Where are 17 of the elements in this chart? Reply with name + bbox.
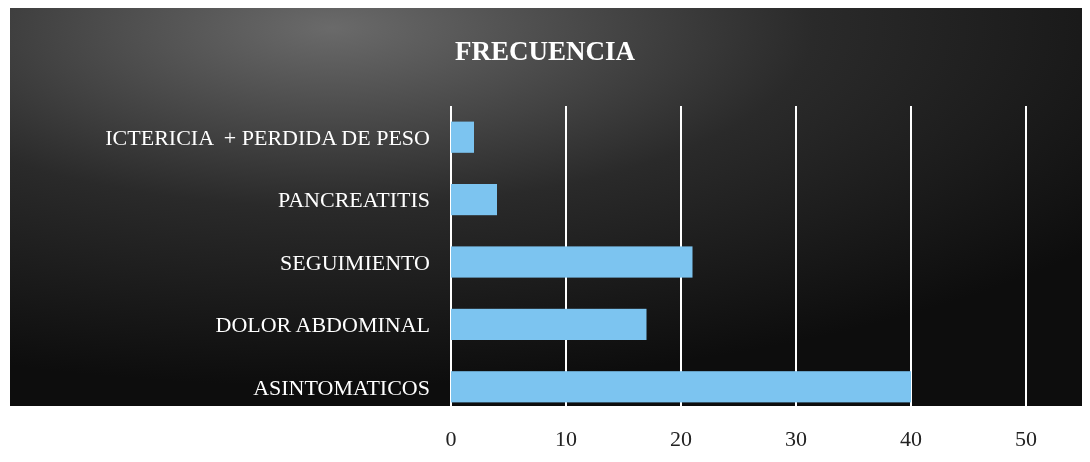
bar bbox=[451, 371, 911, 403]
bar bbox=[451, 184, 497, 216]
bar bbox=[451, 308, 647, 340]
x-tick-label: 20 bbox=[670, 426, 692, 451]
y-tick-label: PANCREATITIS bbox=[278, 187, 430, 213]
x-tick-label: 40 bbox=[900, 426, 922, 451]
chart-title: FRECUENCIA bbox=[454, 36, 636, 66]
x-tick-label: 10 bbox=[555, 426, 577, 451]
x-tick-label: 0 bbox=[445, 426, 457, 451]
y-tick-label: DOLOR ABDOMINAL bbox=[215, 312, 430, 338]
y-tick-label: SEGUIMIENTO bbox=[280, 249, 430, 275]
x-tick-label: 30 bbox=[785, 426, 807, 451]
x-tick-label: 50 bbox=[1015, 426, 1037, 451]
y-tick-label: ICTERICIA + PERDIDA DE PESO bbox=[105, 124, 430, 150]
bar bbox=[451, 246, 693, 278]
y-tick-label: ASINTOMATICOS bbox=[253, 374, 430, 400]
bar bbox=[451, 121, 474, 153]
